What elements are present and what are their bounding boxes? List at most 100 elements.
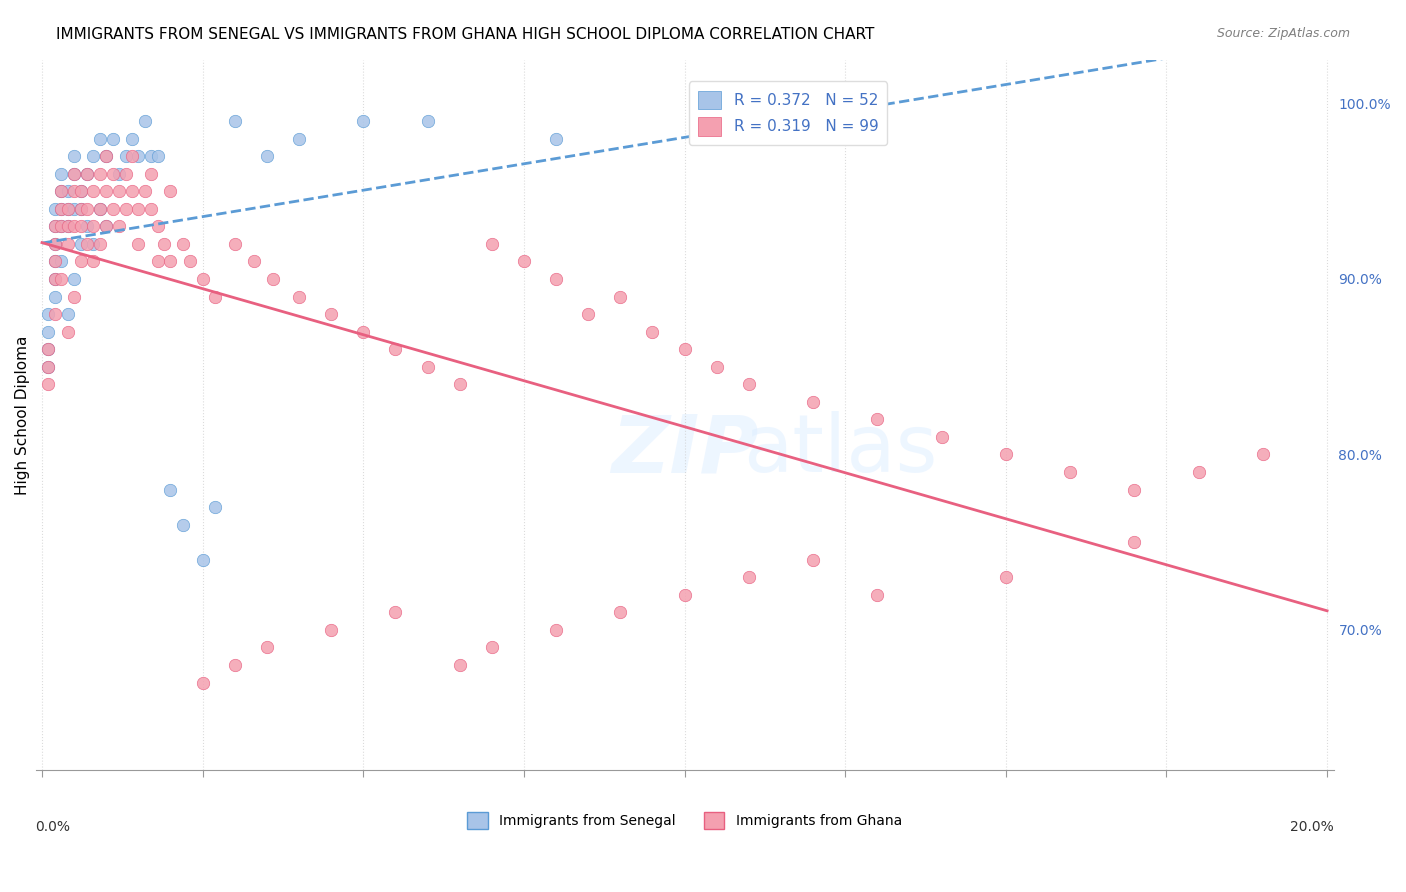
Point (89, 202, 111, 216)
Point (706, 359, 728, 374)
Point (544, 272, 567, 286)
Point (56, 202, 79, 216)
Point (931, 430, 953, 444)
Point (44, 254, 66, 268)
Point (204, 289, 226, 303)
Point (63, 202, 86, 216)
Point (51, 167, 73, 181)
Point (121, 149, 143, 163)
Point (738, 570, 761, 584)
Point (141, 167, 163, 181)
Point (1123, 483, 1146, 497)
Point (172, 517, 194, 532)
Point (141, 202, 163, 216)
Point (179, 254, 201, 268)
Point (1059, 465, 1081, 479)
Point (76, 167, 98, 181)
Point (56, 236, 79, 251)
Point (481, 236, 503, 251)
Point (96, 184, 118, 198)
Point (609, 289, 631, 303)
Point (69, 219, 91, 234)
Point (44, 236, 66, 251)
Point (866, 412, 889, 426)
Point (243, 254, 266, 268)
Point (51, 202, 73, 216)
Point (108, 167, 131, 181)
Point (127, 149, 149, 163)
Point (76, 219, 98, 234)
Point (69, 236, 91, 251)
Point (352, 114, 374, 128)
Point (204, 500, 226, 514)
Point (69, 254, 91, 268)
Point (51, 254, 73, 268)
Point (256, 640, 278, 655)
Point (82, 254, 104, 268)
Point (37, 342, 59, 356)
Point (1123, 535, 1146, 549)
Point (384, 342, 406, 356)
Point (159, 483, 181, 497)
Point (321, 623, 343, 637)
Point (641, 325, 664, 339)
Point (153, 236, 176, 251)
Point (51, 219, 73, 234)
Point (321, 307, 343, 321)
Point (44, 254, 66, 268)
Point (1187, 465, 1209, 479)
Point (146, 219, 169, 234)
Point (288, 289, 311, 303)
Point (127, 236, 149, 251)
Point (513, 254, 536, 268)
Point (37, 307, 59, 321)
Point (108, 184, 131, 198)
Point (76, 167, 98, 181)
Point (56, 219, 79, 234)
Point (127, 202, 149, 216)
Text: IMMIGRANTS FROM SENEGAL VS IMMIGRANTS FROM GHANA HIGH SCHOOL DIPLOMA CORRELATION: IMMIGRANTS FROM SENEGAL VS IMMIGRANTS FR… (56, 27, 875, 42)
Point (96, 149, 118, 163)
Y-axis label: High School Diploma: High School Diploma (15, 335, 30, 495)
Point (134, 114, 156, 128)
Point (191, 553, 214, 567)
Point (673, 342, 696, 356)
Point (994, 447, 1017, 461)
Point (449, 377, 471, 392)
Point (89, 236, 111, 251)
Point (738, 377, 761, 392)
Point (56, 307, 79, 321)
Point (76, 202, 98, 216)
Point (256, 149, 278, 163)
Point (609, 606, 631, 620)
Point (108, 219, 131, 234)
Point (51, 184, 73, 198)
Point (801, 553, 824, 567)
Point (37, 377, 59, 392)
Point (114, 202, 136, 216)
Point (866, 588, 889, 602)
Point (44, 272, 66, 286)
Point (56, 184, 79, 198)
Point (191, 675, 214, 690)
Point (37, 342, 59, 356)
Point (37, 359, 59, 374)
Point (159, 254, 181, 268)
Point (224, 236, 246, 251)
Point (63, 149, 86, 163)
Point (576, 307, 599, 321)
Point (191, 272, 214, 286)
Point (44, 219, 66, 234)
Point (82, 219, 104, 234)
Point (384, 606, 406, 620)
Point (51, 202, 73, 216)
Point (56, 202, 79, 216)
Point (96, 149, 118, 163)
Point (449, 658, 471, 673)
Point (172, 236, 194, 251)
Point (146, 254, 169, 268)
Point (44, 272, 66, 286)
Point (101, 131, 124, 145)
Point (56, 325, 79, 339)
Point (51, 184, 73, 198)
